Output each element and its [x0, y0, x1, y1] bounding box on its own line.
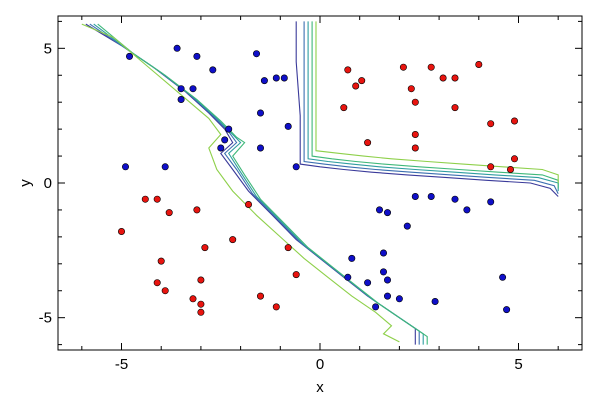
red-data-point — [165, 209, 173, 217]
red-data-point — [229, 236, 237, 244]
blue-data-point — [395, 295, 403, 303]
blue-data-point — [383, 276, 391, 284]
red-data-point — [399, 63, 407, 71]
blue-data-point — [193, 52, 201, 60]
red-data-point — [189, 295, 197, 303]
red-data-point — [411, 131, 419, 139]
blue-data-point — [209, 66, 217, 74]
blue-data-point — [177, 85, 185, 93]
red-data-point — [451, 104, 459, 112]
blue-data-point — [173, 44, 181, 52]
red-data-point — [201, 244, 209, 252]
contour-lines — [81, 21, 559, 345]
blue-data-point — [292, 163, 300, 171]
red-data-point — [407, 85, 415, 93]
red-data-point — [510, 117, 518, 125]
blue-data-point — [272, 74, 280, 82]
red-data-point — [344, 66, 352, 74]
red-data-point — [487, 163, 495, 171]
blue-data-point — [499, 273, 507, 281]
red-data-point — [161, 287, 169, 295]
red-data-point — [284, 244, 292, 252]
red-data-point — [256, 292, 264, 300]
red-data-point — [118, 228, 126, 236]
blue-data-point — [253, 50, 261, 58]
blue-data-point — [383, 209, 391, 217]
contour-line-1-right — [295, 21, 559, 197]
red-data-point — [153, 195, 161, 203]
red-data-point — [427, 63, 435, 71]
blue-data-point — [256, 109, 264, 117]
blue-data-point — [161, 163, 169, 171]
red-data-point — [411, 144, 419, 152]
red-data-point — [197, 308, 205, 316]
blue-data-point — [260, 77, 268, 85]
blue-data-point — [364, 279, 372, 287]
blue-data-point — [403, 222, 411, 230]
blue-data-point — [431, 297, 439, 305]
red-data-point — [292, 271, 300, 279]
blue-data-point — [256, 144, 264, 152]
red-data-point — [193, 206, 201, 214]
x-tick-label: 5 — [514, 356, 522, 373]
plot-frame — [57, 15, 583, 351]
y-tick-label: 0 — [44, 175, 52, 192]
red-data-point — [141, 195, 149, 203]
blue-data-point — [344, 273, 352, 281]
red-data-point — [506, 166, 514, 174]
blue-data-point — [487, 198, 495, 206]
blue-data-point — [177, 96, 185, 104]
blue-data-point — [284, 122, 292, 130]
blue-data-point — [122, 163, 130, 171]
blue-data-point — [427, 193, 435, 201]
red-data-point — [245, 201, 253, 209]
red-data-point — [352, 82, 360, 90]
blue-data-point — [379, 268, 387, 276]
red-data-point — [197, 300, 205, 308]
y-tick-label: -5 — [39, 310, 52, 327]
red-data-point — [358, 77, 366, 85]
contour-line-5-right — [315, 21, 559, 183]
red-data-point — [153, 279, 161, 287]
contour-line-4-left — [97, 23, 428, 345]
blue-data-point — [221, 136, 229, 144]
axis-ticks: -5 0 5 -5 0 5 — [39, 16, 582, 373]
blue-data-point — [503, 306, 511, 314]
blue-data-point — [126, 52, 134, 60]
red-data-point — [197, 276, 205, 284]
red-data-point — [451, 74, 459, 82]
blue-data-point — [280, 74, 288, 82]
blue-data-point — [372, 303, 380, 311]
blue-data-point — [379, 249, 387, 257]
blue-data-point — [463, 206, 471, 214]
red-data-point — [157, 257, 165, 265]
red-data-point — [364, 139, 372, 147]
blue-data-point — [375, 206, 383, 214]
red-data-point — [510, 155, 518, 163]
red-data-point — [340, 104, 348, 112]
red-data-point — [272, 303, 280, 311]
blue-data-point — [217, 144, 225, 152]
contour-line-4-right — [311, 21, 559, 189]
blue-data-point — [411, 193, 419, 201]
blue-data-point — [383, 292, 391, 300]
blue-data-point — [348, 254, 356, 262]
y-tick-label: 5 — [44, 40, 52, 57]
blue-data-point — [189, 85, 197, 93]
x-tick-label: 0 — [316, 356, 324, 373]
scatter-points — [118, 44, 518, 316]
red-data-point — [475, 60, 483, 68]
contour-line-5-left — [81, 23, 400, 343]
red-data-point — [439, 74, 447, 82]
blue-data-point — [451, 195, 459, 203]
contour-line-3-right — [307, 21, 559, 192]
contour-line-2-right — [303, 21, 559, 195]
y-axis-label: y — [17, 179, 34, 187]
x-axis-label: x — [316, 379, 324, 396]
x-tick-label: -5 — [115, 356, 128, 373]
blue-data-point — [225, 125, 233, 133]
red-data-point — [487, 120, 495, 128]
red-data-point — [411, 98, 419, 106]
